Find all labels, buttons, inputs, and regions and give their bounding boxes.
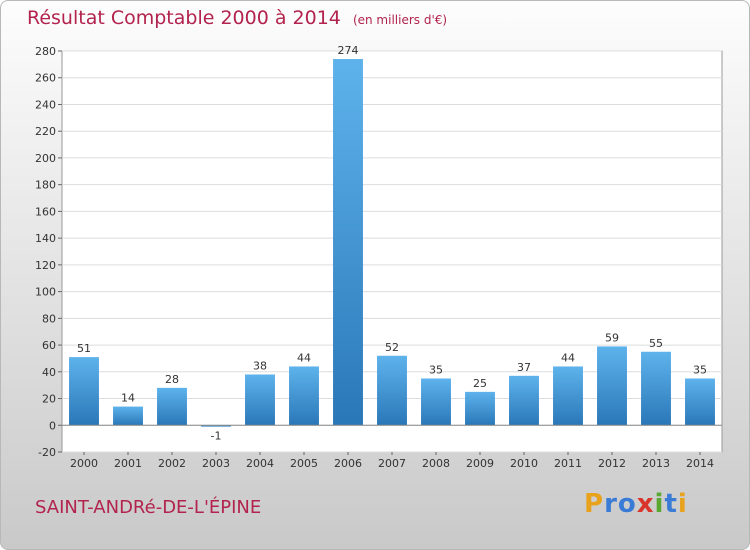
logo-letter: i: [654, 489, 665, 519]
y-tick-label: 280: [35, 45, 56, 58]
bar: [465, 391, 495, 426]
logo-letter: i: [677, 489, 688, 519]
x-tick-label: 2012: [598, 457, 626, 470]
x-tick-label: 2005: [290, 457, 318, 470]
bar-value-label: 44: [297, 351, 311, 364]
bar: [201, 425, 231, 427]
y-tick-label: 180: [35, 179, 56, 192]
bar-value-label: 35: [693, 363, 707, 376]
bar-value-label: -1: [211, 430, 222, 443]
y-tick-label: 200: [35, 152, 56, 165]
bar-value-label: 25: [473, 377, 487, 390]
x-tick-label: 2000: [70, 457, 98, 470]
y-tick-label: 120: [35, 259, 56, 272]
y-tick-label: 40: [42, 366, 56, 379]
bar: [289, 366, 319, 426]
y-tick-label: 80: [42, 312, 56, 325]
bar: [245, 374, 275, 426]
city-name: SAINT-ANDRé-DE-L'ÉPINE: [35, 497, 262, 518]
bar: [641, 351, 671, 426]
proxiti-logo: Proxiti: [584, 489, 688, 519]
bar-value-label: 38: [253, 359, 267, 372]
y-tick-label: 20: [42, 393, 56, 406]
bar-value-label: 28: [165, 373, 179, 386]
logo-letter: x: [636, 489, 655, 519]
x-tick-label: 2008: [422, 457, 450, 470]
x-tick-label: 2013: [642, 457, 670, 470]
logo-letter: P: [584, 489, 605, 519]
bar: [421, 378, 451, 426]
y-tick-label: 140: [35, 232, 56, 245]
bar: [553, 366, 583, 426]
bar-value-label: 44: [561, 351, 575, 364]
chart-subtitle: (en milliers d'€): [352, 13, 448, 27]
chart-title: Résultat Comptable 2000 à 2014 (en milli…: [27, 7, 447, 29]
bar-value-label: 55: [649, 337, 663, 350]
y-tick-label: 220: [35, 125, 56, 138]
x-tick-label: 2007: [378, 457, 406, 470]
bar: [377, 355, 407, 426]
x-tick-label: 2014: [686, 457, 714, 470]
x-tick-label: 2011: [554, 457, 582, 470]
y-tick-label: -20: [38, 446, 56, 459]
bar: [69, 357, 99, 426]
bar-value-label: 35: [429, 363, 443, 376]
bar: [157, 387, 187, 426]
y-tick-label: 100: [35, 286, 56, 299]
bar: [685, 378, 715, 426]
y-tick-label: 0: [49, 419, 56, 432]
bar: [597, 346, 627, 426]
bar-value-label: 37: [517, 361, 531, 374]
y-tick-label: 260: [35, 72, 56, 85]
x-tick-label: 2002: [158, 457, 186, 470]
y-tick-label: 160: [35, 205, 56, 218]
x-tick-label: 2009: [466, 457, 494, 470]
logo-letter: t: [664, 489, 678, 519]
logo-letter: r: [604, 489, 618, 519]
bar-value-label: 14: [121, 392, 135, 405]
x-tick-label: 2003: [202, 457, 230, 470]
logo-letter: o: [617, 489, 637, 519]
chart-title-text: Résultat Comptable 2000 à 2014: [27, 7, 341, 29]
y-tick-label: 240: [35, 98, 56, 111]
bar: [113, 406, 143, 426]
bar-value-label: 59: [605, 331, 619, 344]
bar: [509, 375, 539, 426]
x-tick-label: 2001: [114, 457, 142, 470]
bar: [333, 59, 363, 426]
x-tick-label: 2006: [334, 457, 362, 470]
bar-value-label: 51: [77, 342, 91, 355]
y-tick-label: 60: [42, 339, 56, 352]
bar-value-label: 52: [385, 341, 399, 354]
x-tick-label: 2004: [246, 457, 274, 470]
x-tick-label: 2010: [510, 457, 538, 470]
bar-value-label: 274: [338, 44, 359, 57]
